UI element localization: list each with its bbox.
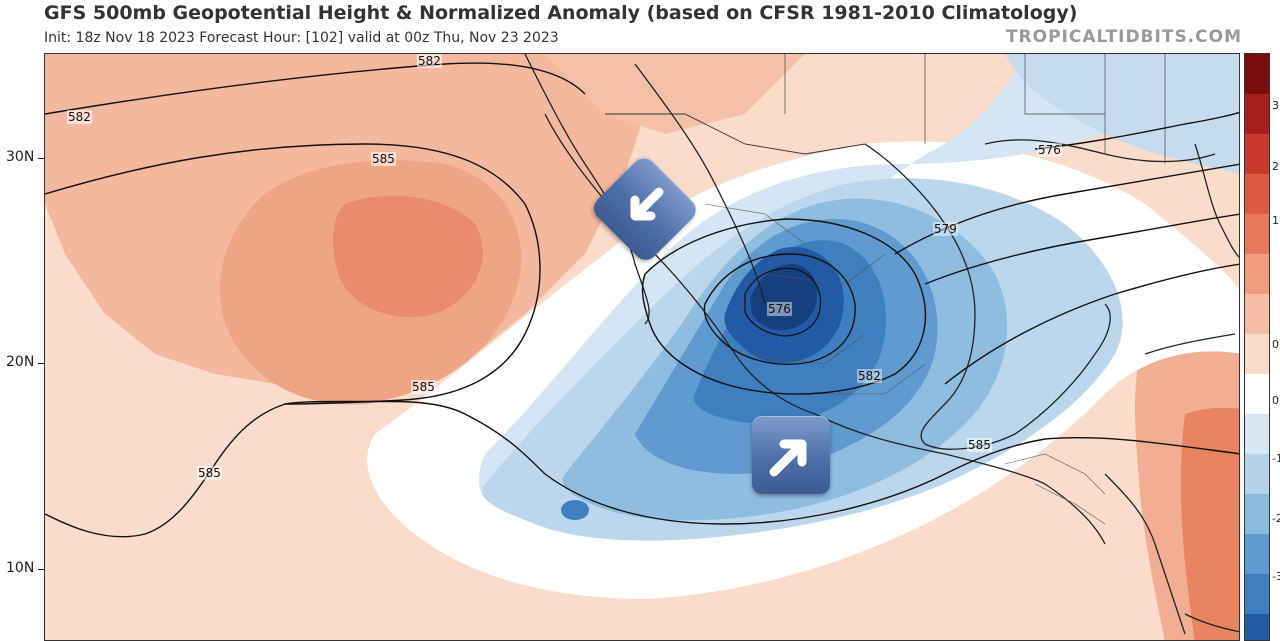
cuba-coastline: [1144, 333, 1236, 355]
contour-576-low: [703, 253, 856, 365]
us-mexico-border: [605, 113, 866, 155]
map-canvas: [45, 54, 1239, 640]
anomaly-map: 582 582 585 585 585 585 582 579 576 576: [44, 53, 1240, 641]
anomaly-colorbar: [1244, 53, 1270, 641]
forecast-info: Init: 18z Nov 18 2023 Forecast Hour: [10…: [44, 30, 559, 46]
us-state-borders: [784, 54, 1166, 164]
weak-negative-northeast: [1005, 54, 1239, 174]
colorbar-tick: -2: [1272, 512, 1280, 525]
contour-label: 585: [967, 438, 992, 452]
colorbar-tick: 2: [1272, 160, 1279, 173]
gulf-coastline: [864, 143, 1111, 450]
negative-island: [561, 500, 589, 520]
colorbar-tick: 0: [1272, 338, 1279, 351]
source-credit: TROPICALTIDBITS.COM: [1005, 27, 1242, 47]
gulf-of-california-coastline: [634, 63, 766, 305]
contour-585-south: [284, 400, 1239, 525]
contour-573-low: [744, 267, 822, 337]
lat-tick: [38, 569, 44, 570]
extreme-negative-center: [750, 264, 817, 331]
north-east-arrow-icon: [752, 416, 830, 494]
contour-576-northeast: [1034, 111, 1239, 150]
positive-anomaly-east-core: [1180, 407, 1239, 640]
colorbar-tick: 1: [1272, 214, 1279, 227]
colorbar-tick: 0: [1272, 394, 1279, 407]
lat-label-10n: 10N: [6, 560, 35, 576]
colorbar-tick: -1: [1272, 452, 1280, 465]
contour-582-east: [924, 213, 1239, 285]
colorbar-tick: -3: [1272, 570, 1280, 583]
lat-tick: [38, 363, 44, 364]
contour-label: 576: [767, 302, 792, 316]
contour-label: 582: [857, 369, 882, 383]
contour-label: 579: [933, 222, 958, 236]
contour-585-west: [45, 143, 541, 538]
central-america-coastline: [1104, 473, 1186, 635]
contour-label: 582: [67, 110, 92, 124]
contour-582-north: [45, 62, 586, 115]
florida-coastline: [1194, 143, 1239, 258]
contour-label: 585: [371, 152, 396, 166]
map-title: GFS 500mb Geopotential Height & Normaliz…: [44, 2, 1078, 24]
positive-anomaly-center: [333, 195, 483, 318]
contour-label: 585: [411, 380, 436, 394]
contour-label: 576: [1037, 143, 1062, 157]
south-west-arrow-icon: [589, 153, 701, 265]
contour-label: 582: [417, 54, 442, 68]
contour-579-low: [641, 218, 927, 395]
central-america-borders: [1004, 453, 1106, 525]
contour-579-east: [894, 163, 1239, 255]
lat-label-20n: 20N: [6, 354, 35, 370]
lat-label-30n: 30N: [6, 149, 35, 165]
contour-label: 585: [197, 466, 222, 480]
panama-coastline: [1184, 613, 1239, 633]
mexico-state-borders: [704, 203, 926, 395]
colorbar-tick: 3: [1272, 99, 1279, 112]
lat-tick: [38, 158, 44, 159]
contour-585-east: [944, 263, 1239, 385]
